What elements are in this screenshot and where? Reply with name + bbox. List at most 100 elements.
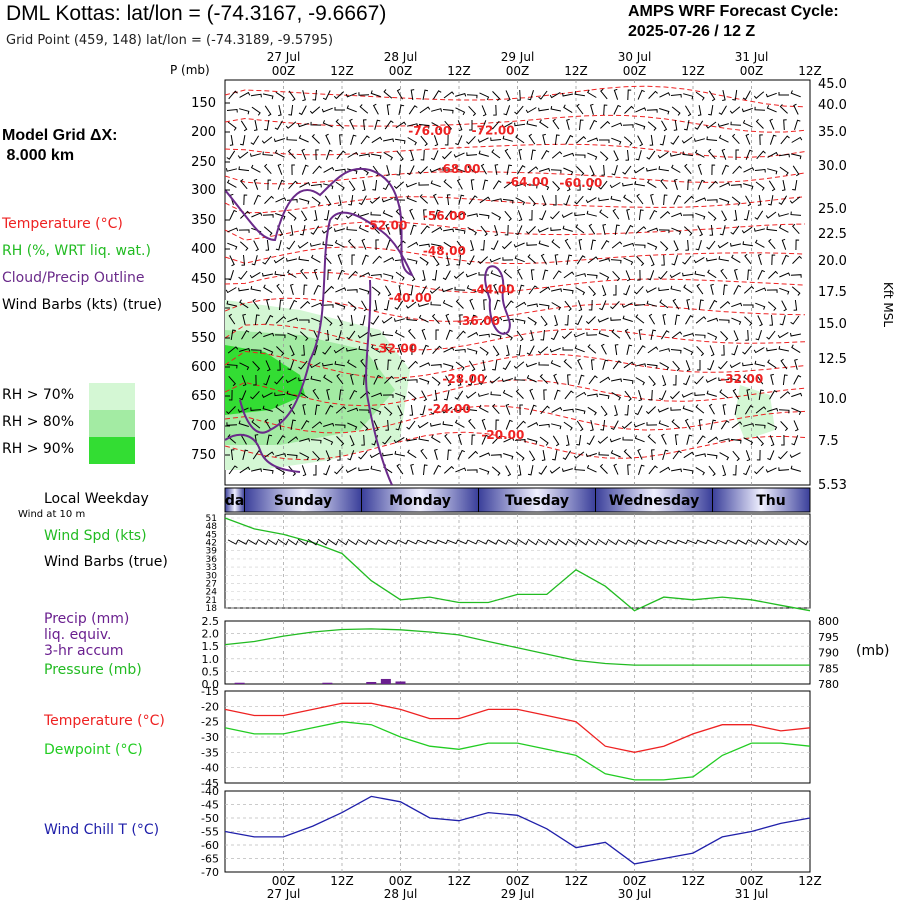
wind-barb <box>490 240 499 251</box>
chill-tick-label: -50 <box>201 812 219 825</box>
wind-barb <box>240 135 246 146</box>
wind-barb <box>411 344 416 356</box>
wind-barb <box>661 120 668 132</box>
wind-barb <box>645 287 657 293</box>
wind-barb <box>310 183 322 188</box>
bottom-time-tick: 00Z <box>272 874 296 888</box>
bottom-time-tick: 00Z <box>389 874 413 888</box>
wind-barb <box>526 242 538 246</box>
wind-barb <box>612 360 622 370</box>
wind-barb <box>780 358 788 370</box>
wind-barb <box>285 121 297 129</box>
wind-barb <box>687 179 692 191</box>
wind-barb <box>710 419 717 431</box>
wind-barb <box>778 467 790 471</box>
wind-barb <box>243 194 248 206</box>
wind-barb <box>537 227 549 233</box>
wind-barb <box>459 314 463 326</box>
wind-barb <box>693 256 705 264</box>
wind-barb <box>526 120 538 127</box>
wind-barb <box>649 255 655 267</box>
wind-barb <box>289 299 298 310</box>
wind-barb <box>563 408 574 413</box>
wind-barb <box>647 346 659 354</box>
wind-barb <box>670 135 680 145</box>
wind-barb <box>754 239 765 248</box>
isotherm-line <box>225 350 806 379</box>
wind-barb <box>659 362 670 371</box>
wind-barb <box>312 450 321 462</box>
wind-barb <box>721 344 725 356</box>
wind-barb <box>622 165 632 175</box>
wind-barb <box>564 314 569 326</box>
top-time-tick: 12Z <box>798 64 822 78</box>
wind-barb <box>287 317 299 323</box>
wind-barb <box>410 150 415 162</box>
surface-wind-barb <box>237 539 249 545</box>
wind-barb <box>420 448 428 460</box>
wind-barb <box>539 182 550 191</box>
wind-barb <box>238 420 249 427</box>
wind-barb <box>573 332 585 338</box>
wind-barb <box>288 180 298 190</box>
wind-barb <box>695 240 702 251</box>
wind-barb <box>225 168 238 172</box>
pressure-tick-label: 300 <box>191 183 216 198</box>
precip-bar <box>395 681 406 684</box>
wind-barb <box>695 91 705 101</box>
wind-barb <box>478 333 490 338</box>
wind-barb <box>634 181 645 187</box>
wind-barb <box>396 463 404 475</box>
pressure-right-tick-label: 795 <box>818 631 839 644</box>
wind-barb <box>253 194 261 205</box>
isotherm-label: -36.00 <box>457 314 500 328</box>
wind-barb <box>383 406 393 416</box>
wind-barb <box>406 123 419 127</box>
wind-barb <box>587 256 599 264</box>
wind-barb <box>623 378 634 384</box>
wind-barb <box>347 301 357 311</box>
wind-barb <box>767 450 775 461</box>
surface-wind-barb <box>247 539 259 546</box>
wind-barb <box>490 454 502 458</box>
wind-barb <box>539 436 549 446</box>
wind-barb <box>313 210 318 221</box>
wind-barb <box>708 105 714 116</box>
wind-barb <box>408 360 418 369</box>
wind-barb <box>327 269 332 281</box>
wind-barb <box>696 345 705 357</box>
weekday-label: Thu <box>756 493 785 509</box>
wind-barb <box>707 453 718 459</box>
wind-tick-label: 18 <box>206 604 218 614</box>
wind-barb <box>741 226 753 234</box>
wind-barb <box>394 450 405 457</box>
wind-barb <box>251 419 261 429</box>
wind-barb <box>528 209 533 221</box>
wind-barb <box>286 258 298 262</box>
wind-barb <box>466 255 475 266</box>
wind-barb <box>682 255 692 265</box>
wind-barb <box>658 166 669 172</box>
wind-barb <box>300 420 310 430</box>
pressure-right-tick-label: 790 <box>818 647 839 660</box>
wind-barb <box>586 274 598 279</box>
wind-barb <box>432 269 438 281</box>
wind-barb <box>766 330 776 340</box>
wind-barb <box>671 468 682 473</box>
wind-tick-label: 21 <box>206 596 217 606</box>
chill-tick-label: -45 <box>201 799 219 812</box>
surface-wind-barb <box>537 538 549 546</box>
wind-barb <box>302 404 306 416</box>
wind-barb <box>358 346 369 352</box>
wind-barb <box>359 104 369 114</box>
wind-barb <box>743 374 753 384</box>
wind-barb <box>783 119 787 131</box>
wind-barb <box>578 374 585 385</box>
surface-wind-barb <box>297 538 309 546</box>
wind-barb <box>599 463 608 474</box>
surface-wind-barb <box>227 539 239 545</box>
wind-barb <box>731 302 743 308</box>
wind-barb <box>744 316 753 326</box>
wind-barb <box>658 270 668 280</box>
wind-barb <box>659 134 666 146</box>
